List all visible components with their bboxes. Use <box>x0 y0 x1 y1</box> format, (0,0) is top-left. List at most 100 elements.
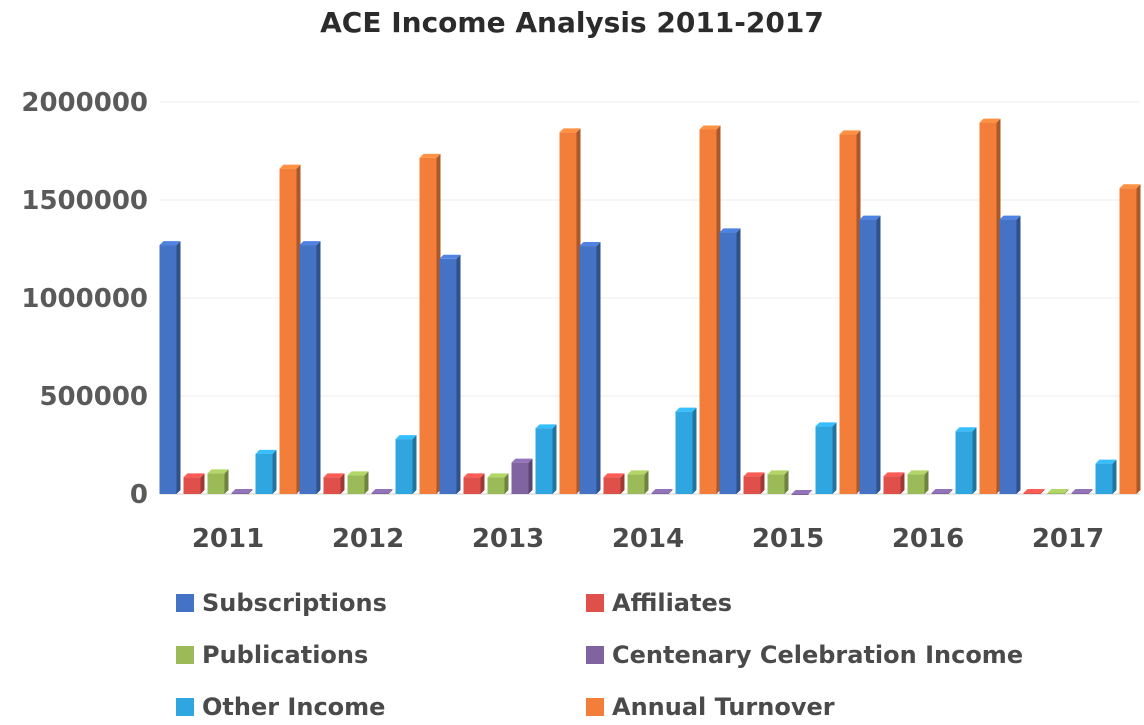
bar-side <box>480 473 485 494</box>
bar <box>535 424 557 494</box>
bar-top <box>627 470 649 475</box>
bar-front <box>395 439 413 494</box>
bar-front <box>1071 493 1089 495</box>
bar-side <box>1136 184 1141 495</box>
bar <box>931 489 953 495</box>
y-tick-label: 0 <box>130 480 148 510</box>
bar-front <box>699 129 717 494</box>
bar <box>347 471 369 494</box>
bar <box>559 128 581 494</box>
bar <box>439 254 461 494</box>
bar-top <box>1023 489 1045 494</box>
bar-front <box>439 258 457 494</box>
bar-top <box>883 472 905 477</box>
bar-top <box>487 473 509 478</box>
bar-side <box>900 472 905 494</box>
bar-top <box>603 473 625 478</box>
bar-top <box>371 489 393 494</box>
bar-side <box>456 254 461 494</box>
bar <box>183 473 205 494</box>
bar <box>699 125 721 494</box>
bar-top <box>159 241 181 246</box>
bar-side <box>340 473 345 494</box>
bars <box>159 118 1141 495</box>
legend-item: Other Income <box>176 689 385 725</box>
legend-label: Annual Turnover <box>612 693 835 721</box>
bar-top <box>859 215 881 220</box>
y-tick-label: 1000000 <box>21 284 148 314</box>
bar <box>207 469 229 494</box>
bar <box>279 164 301 494</box>
bar-top <box>1071 489 1093 494</box>
x-tick-label: 2012 <box>332 524 404 554</box>
legend-swatch <box>586 698 604 716</box>
legend: Subscriptions Affiliates Publications Cente… <box>176 585 1076 722</box>
bar <box>979 118 1001 494</box>
legend-label: Affiliates <box>612 589 733 617</box>
bar-front <box>839 134 857 494</box>
bar-front <box>487 477 505 494</box>
bar-front <box>299 245 317 494</box>
bar-side <box>176 241 181 494</box>
bar <box>159 241 181 494</box>
bar-front <box>791 494 809 495</box>
x-tick-label: 2014 <box>612 524 684 554</box>
bar-side <box>200 473 205 494</box>
bar-top <box>955 427 977 432</box>
bar <box>999 215 1021 494</box>
y-tick-label: 1500000 <box>21 186 148 216</box>
bar-front <box>979 122 997 494</box>
bar <box>603 473 625 494</box>
bar-top <box>255 449 277 454</box>
x-tick-label: 2011 <box>192 524 264 554</box>
bar-side <box>736 228 741 494</box>
legend-item: Centenary Celebration Income <box>586 637 1023 673</box>
bar-front <box>675 411 693 494</box>
bar-side <box>668 489 673 494</box>
bar <box>231 489 253 495</box>
bar-side <box>596 242 601 494</box>
bar-top <box>183 473 205 478</box>
bar-top <box>299 241 321 246</box>
bar-front <box>347 475 365 494</box>
bar-side <box>272 449 277 494</box>
bar-top <box>231 489 253 494</box>
bar <box>883 472 905 494</box>
bar-side <box>692 407 697 494</box>
bar-top <box>743 472 765 477</box>
bar <box>955 427 977 494</box>
bar-front <box>207 473 225 494</box>
bar-top <box>347 471 369 476</box>
bar-front <box>883 476 901 494</box>
bar-front <box>419 157 437 495</box>
bar-front <box>999 219 1017 494</box>
bar-top <box>395 435 417 440</box>
bar-front <box>1047 493 1065 495</box>
bar-front <box>651 493 669 495</box>
bar <box>395 435 417 494</box>
legend-swatch <box>176 594 194 612</box>
bar-front <box>323 477 341 494</box>
bar <box>815 422 837 494</box>
legend-item: Annual Turnover <box>586 689 835 725</box>
bar-front <box>183 477 201 494</box>
legend-swatch <box>176 698 194 716</box>
bar-side <box>528 458 533 494</box>
bar-top <box>907 470 929 475</box>
bar-front <box>603 477 621 494</box>
bar-side <box>388 489 393 494</box>
bar-top <box>931 489 953 494</box>
bar-side <box>504 473 509 494</box>
bar-top <box>815 422 837 427</box>
bar <box>627 470 649 494</box>
bar-top <box>699 125 721 130</box>
bar <box>767 470 789 494</box>
bar-side <box>948 489 953 494</box>
bar <box>743 472 765 494</box>
bar-front <box>1119 188 1137 495</box>
bar-front <box>279 168 297 494</box>
bar-top <box>439 254 461 259</box>
y-axis-ticks: 0 500000 1000000 1500000 2000000 <box>21 88 148 510</box>
legend-label: Subscriptions <box>202 589 387 617</box>
bar <box>1071 489 1093 495</box>
